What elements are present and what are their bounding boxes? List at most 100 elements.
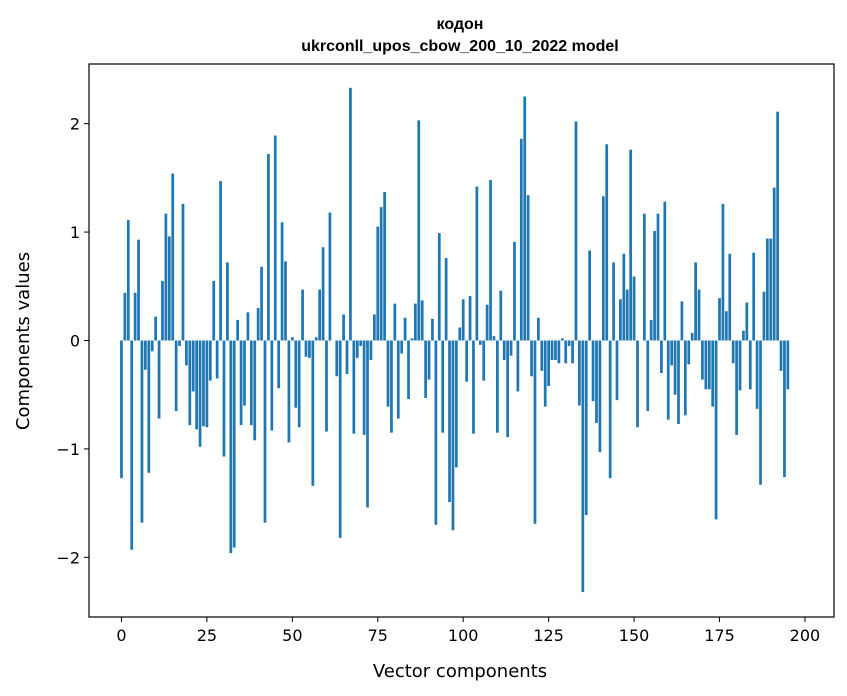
x-tick-label: 0: [116, 626, 126, 645]
bar: [420, 300, 424, 341]
bar: [707, 340, 711, 390]
bar: [475, 186, 479, 341]
bar: [280, 222, 284, 341]
x-axis-ticks: 0 25 50 75 100 125 150 175 200: [116, 617, 820, 645]
bar: [369, 340, 373, 361]
bar: [270, 340, 274, 431]
bar: [509, 340, 513, 356]
bar: [738, 340, 742, 391]
bar: [530, 340, 533, 377]
bar: [759, 340, 762, 485]
bar: [519, 138, 523, 341]
bar: [745, 302, 749, 341]
bar: [171, 173, 175, 341]
bar: [598, 340, 602, 453]
bar: [711, 340, 715, 407]
bar: [673, 340, 677, 395]
bar: [246, 312, 250, 341]
bar: [349, 87, 352, 341]
bar: [441, 340, 445, 433]
x-tick-label: 100: [448, 626, 479, 645]
bar: [157, 340, 161, 419]
bar: [205, 340, 209, 428]
bar: [359, 340, 363, 346]
bar: [690, 332, 694, 341]
bar: [161, 280, 164, 341]
bar: [731, 340, 735, 364]
bar: [564, 340, 568, 364]
bar: [342, 314, 345, 341]
chart-subtitle: ukrconll_upos_cbow_200_10_2022 model: [301, 38, 618, 55]
bar: [328, 212, 332, 341]
x-axis-label: Vector components: [373, 661, 547, 682]
bar: [321, 247, 325, 341]
bar: [584, 340, 588, 516]
bar: [636, 340, 639, 428]
bar: [557, 340, 561, 364]
bar: [390, 340, 393, 433]
bar: [386, 340, 390, 407]
bar: [492, 336, 496, 341]
bar: [212, 280, 216, 341]
bar: [489, 180, 492, 341]
bar: [533, 340, 537, 524]
bar: [383, 191, 386, 341]
bar: [567, 340, 571, 346]
bar: [424, 340, 427, 398]
bar: [772, 187, 776, 341]
bar: [249, 340, 253, 426]
bar: [704, 340, 708, 390]
bar: [403, 317, 407, 341]
bar: [410, 338, 414, 341]
y-tick-label: −2: [56, 548, 80, 567]
bar: [434, 340, 438, 525]
bar: [680, 301, 684, 341]
x-tick-label: 200: [790, 626, 821, 645]
bar: [407, 340, 410, 400]
bar: [574, 121, 578, 341]
bar: [154, 316, 157, 341]
bar: [448, 340, 451, 503]
bar: [355, 340, 359, 358]
bar: [455, 340, 458, 468]
bar: [338, 340, 342, 538]
y-tick-label: −1: [56, 440, 80, 459]
bar: [256, 307, 260, 341]
bar: [468, 296, 472, 341]
bar: [226, 262, 229, 341]
bar: [133, 292, 137, 341]
bar: [615, 340, 619, 401]
bar: [277, 340, 281, 389]
bar: [482, 340, 486, 381]
bar: [126, 220, 130, 341]
bar: [393, 303, 397, 341]
bar: [314, 337, 318, 341]
bar: [656, 213, 660, 341]
bar: [325, 340, 328, 432]
bar: [229, 340, 233, 554]
bar: [714, 340, 718, 520]
bar: [625, 289, 629, 341]
bar: [554, 340, 557, 361]
bar: [786, 340, 790, 390]
x-tick-label: 75: [368, 626, 388, 645]
bar: [516, 340, 520, 392]
bar: [526, 195, 530, 341]
x-tick-label: 50: [282, 626, 302, 645]
chart-title: кодон: [437, 16, 484, 33]
bar: [417, 120, 421, 341]
bar: [779, 340, 783, 371]
bar: [642, 213, 646, 341]
bar: [765, 238, 769, 341]
bar: [123, 292, 127, 341]
bar: [195, 340, 199, 430]
bar: [178, 340, 181, 346]
bar: [263, 340, 267, 523]
bar: [742, 330, 745, 341]
bar: [478, 340, 482, 345]
bar: [496, 340, 499, 433]
bar: [267, 154, 270, 341]
bar: [243, 340, 246, 406]
bar: [431, 318, 434, 341]
bar: [239, 340, 243, 426]
